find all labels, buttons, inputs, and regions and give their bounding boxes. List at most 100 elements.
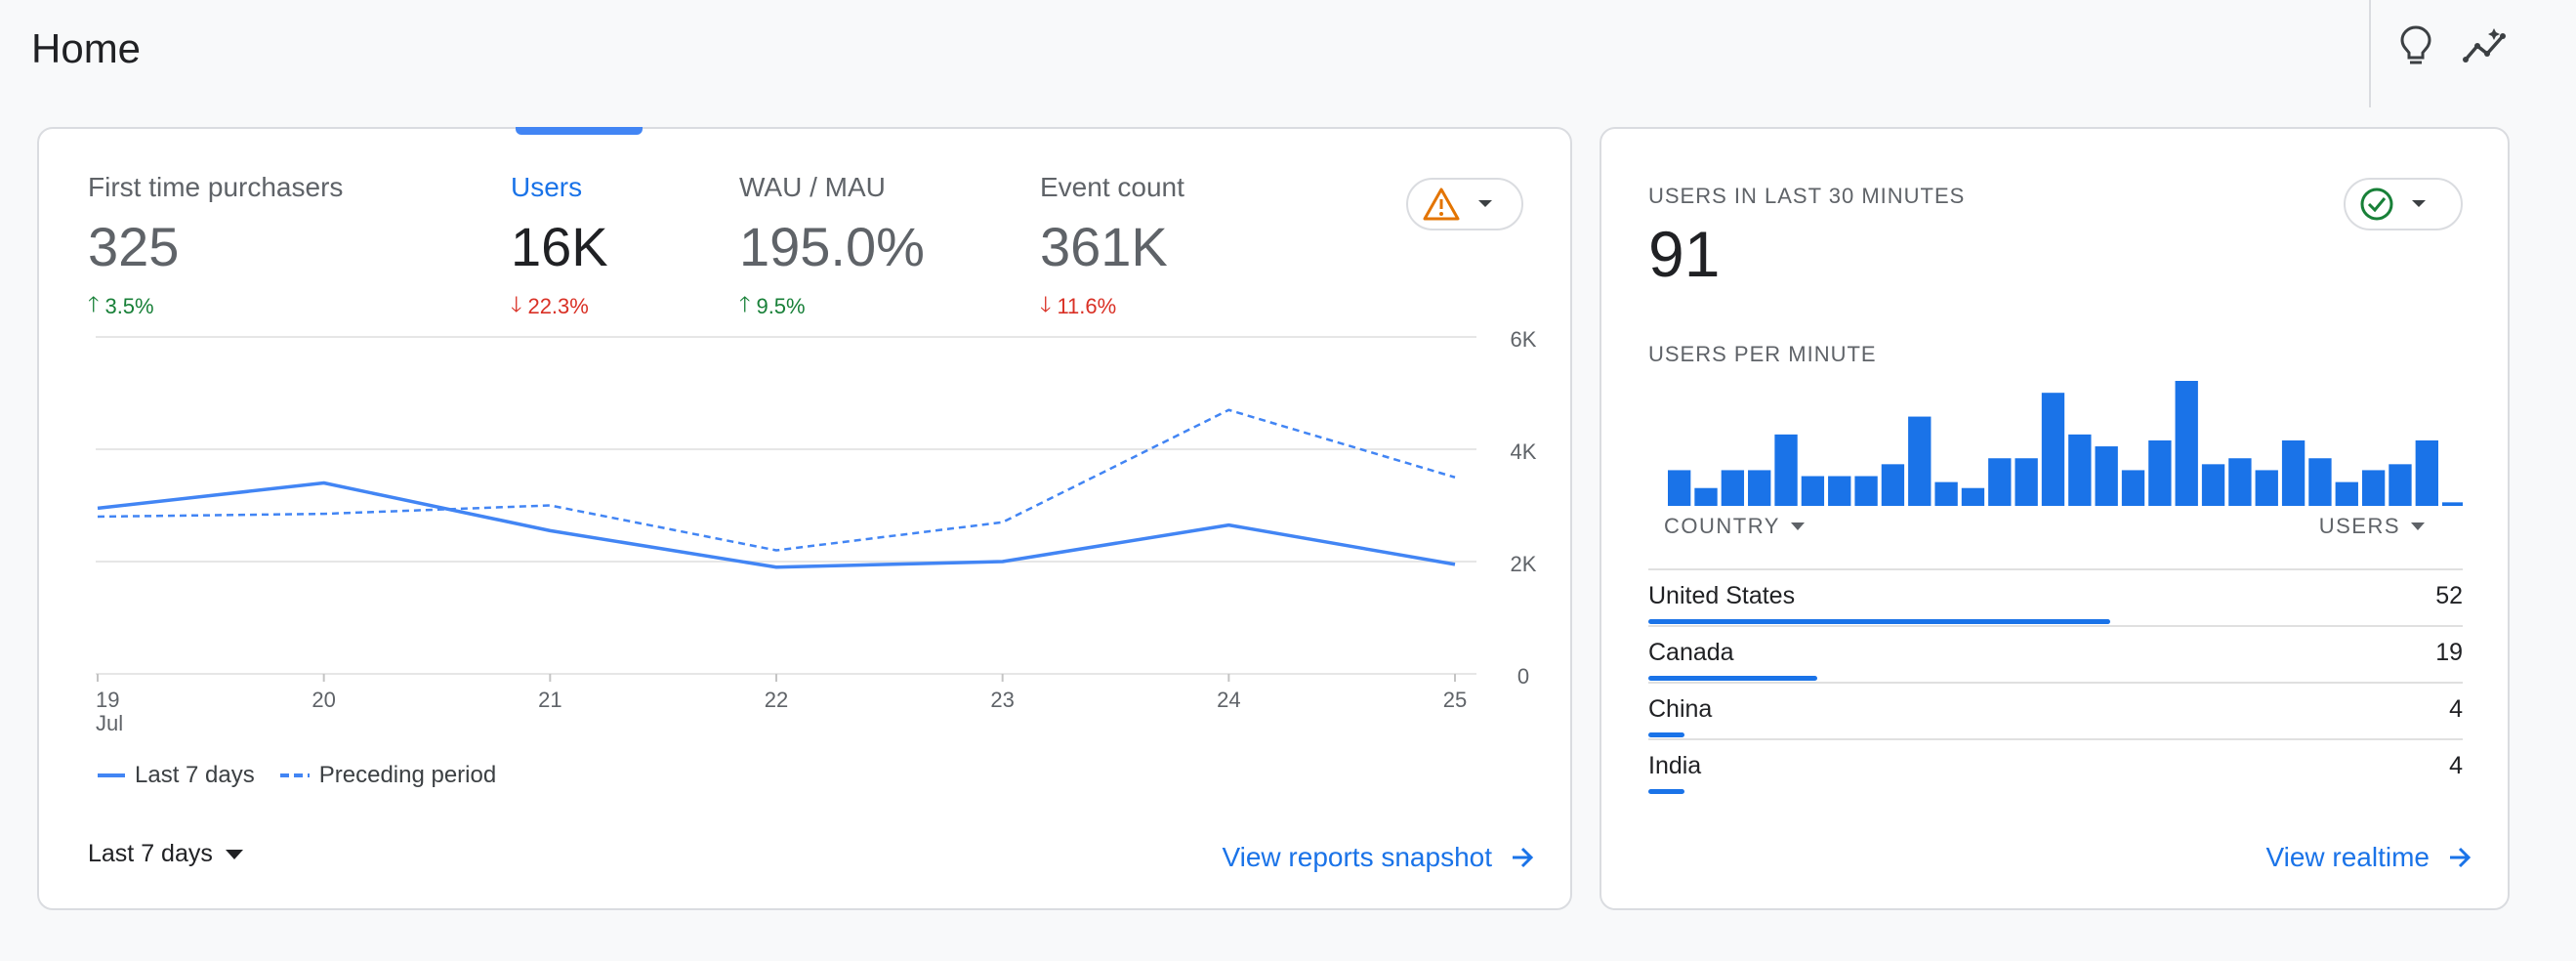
minute-bar: [2201, 464, 2225, 506]
minute-bar: [2361, 470, 2386, 506]
table-row[interactable]: United States 52: [1648, 568, 2463, 625]
solid-line-swatch: [98, 773, 125, 777]
legend-label: Last 7 days: [135, 762, 255, 788]
x-tick-label: 21: [538, 688, 561, 712]
view-reports-snapshot-link[interactable]: View reports snapshot: [1222, 842, 1535, 873]
user-count: 4: [2449, 752, 2463, 779]
minute-bar: [2255, 470, 2278, 506]
arrow-up-icon: 🡑: [739, 292, 751, 316]
metric-first-time-purchasers[interactable]: First time purchasers 325 🡑 3.5%: [88, 172, 343, 325]
realtime-user-count: 91: [1648, 218, 1721, 290]
minute-bar: [1694, 487, 1718, 506]
table-row[interactable]: India 4: [1648, 738, 2463, 795]
metric-label: First time purchasers: [88, 172, 344, 202]
minute-bar: [2121, 470, 2145, 506]
x-tick-label: 25: [1443, 688, 1467, 712]
realtime-title: USERS IN LAST 30 MINUTES: [1648, 184, 1966, 208]
metric-delta: 🡓 11.6%: [1040, 288, 1184, 325]
legend-item: Preceding period: [278, 762, 496, 789]
realtime-card: USERS IN LAST 30 MINUTES 91 USERS PER MI…: [1600, 127, 2510, 910]
caret-down-icon: [225, 849, 243, 859]
minute-bar: [2281, 439, 2306, 506]
minute-bar: [2015, 458, 2038, 506]
chevron-down-icon: [1478, 200, 1492, 207]
date-range-label: Last 7 days: [88, 840, 213, 867]
minute-bar: [1934, 481, 1958, 506]
arrow-down-icon: 🡓: [1040, 292, 1052, 316]
users-column-header[interactable]: USERS: [2319, 514, 2426, 539]
minute-bar: [2041, 393, 2065, 506]
minute-bar: [1908, 416, 1932, 506]
minute-bar: [2175, 381, 2198, 506]
arrow-right-icon: [1513, 847, 1534, 868]
minute-bar: [1881, 464, 1905, 506]
x-tick-label: 24: [1217, 688, 1240, 712]
share-bar: [1648, 619, 2110, 624]
active-metric-indicator: [516, 127, 643, 135]
header-divider: [2369, 0, 2371, 107]
arrow-down-icon: 🡓: [511, 292, 522, 316]
warning-icon: [1423, 188, 1460, 221]
y-tick-label: 2K: [1511, 552, 1537, 576]
metric-event-count[interactable]: Event count 361K 🡓 11.6%: [1040, 172, 1184, 325]
metric-delta: 🡑 9.5%: [739, 288, 925, 325]
minute-bar: [1801, 476, 1825, 506]
metric-value: 16K: [511, 216, 608, 277]
insights-status-dropdown[interactable]: [1406, 178, 1523, 230]
x-tick-label: 19: [96, 688, 119, 712]
users-per-minute-label: USERS PER MINUTE: [1648, 342, 1877, 366]
overview-card: First time purchasers 325 🡑 3.5% Users 16…: [37, 127, 1572, 910]
user-count: 19: [2435, 639, 2463, 666]
minute-bar: [2415, 439, 2438, 506]
x-tick-label: 23: [990, 688, 1014, 712]
date-range-dropdown[interactable]: Last 7 days: [88, 840, 244, 868]
minute-bar: [2308, 458, 2332, 506]
user-count: 4: [2449, 695, 2463, 723]
minute-bar: [2068, 434, 2092, 506]
users-per-minute-chart: [1668, 381, 2463, 506]
country-column-header[interactable]: COUNTRY: [1664, 514, 1806, 539]
y-tick-label: 0: [1517, 664, 1529, 689]
minute-bar: [1988, 458, 2012, 506]
metric-users[interactable]: Users 16K 🡓 22.3%: [511, 172, 608, 325]
minute-bar: [1668, 470, 1691, 506]
country-name: India: [1648, 752, 1702, 779]
minute-bar: [1828, 476, 1851, 506]
minute-bar: [1748, 470, 1771, 506]
metric-label: Users: [511, 172, 583, 202]
metric-label: WAU / MAU: [739, 172, 886, 202]
sort-caret-icon: [2411, 522, 2425, 530]
arrow-up-icon: 🡑: [88, 292, 100, 316]
share-bar: [1648, 676, 1817, 681]
metric-value: 195.0%: [739, 216, 925, 277]
chart-legend: Last 7 days Preceding period: [96, 762, 519, 789]
metric-value: 361K: [1040, 216, 1168, 277]
metric-delta: 🡓 22.3%: [511, 288, 608, 325]
line-chart: 0 2K 4K 6K 19 20 21 22 23 24 25 Jul: [96, 327, 1537, 735]
table-row[interactable]: China 4: [1648, 682, 2463, 738]
lightbulb-icon[interactable]: [2389, 20, 2442, 72]
country-name: Canada: [1648, 639, 1734, 666]
minute-bar: [2095, 446, 2118, 506]
country-name: China: [1648, 695, 1713, 723]
minute-bar: [2148, 439, 2172, 506]
arrow-right-icon: [2450, 847, 2472, 868]
user-count: 52: [2435, 582, 2463, 609]
view-realtime-link[interactable]: View realtime: [2265, 842, 2472, 873]
x-tick-label: 22: [765, 688, 788, 712]
table-row[interactable]: Canada 19: [1648, 625, 2463, 682]
y-tick-label: 6K: [1511, 327, 1537, 352]
insights-icon[interactable]: [2460, 20, 2513, 72]
country-table: United States 52 Canada 19 China 4 India…: [1648, 568, 2463, 795]
metric-wau-mau[interactable]: WAU / MAU 195.0% 🡑 9.5%: [739, 172, 925, 325]
metric-value: 325: [88, 216, 180, 277]
x-tick-label: 20: [312, 688, 335, 712]
minute-bar: [1774, 434, 1798, 506]
share-bar: [1648, 732, 1684, 737]
minute-bar: [1854, 476, 1878, 506]
check-circle-icon: [2360, 188, 2393, 221]
realtime-status-dropdown[interactable]: [2344, 178, 2463, 230]
chevron-down-icon: [2412, 200, 2426, 207]
series-line-last-7-days: [97, 480, 1456, 569]
minute-bar: [2335, 481, 2358, 506]
